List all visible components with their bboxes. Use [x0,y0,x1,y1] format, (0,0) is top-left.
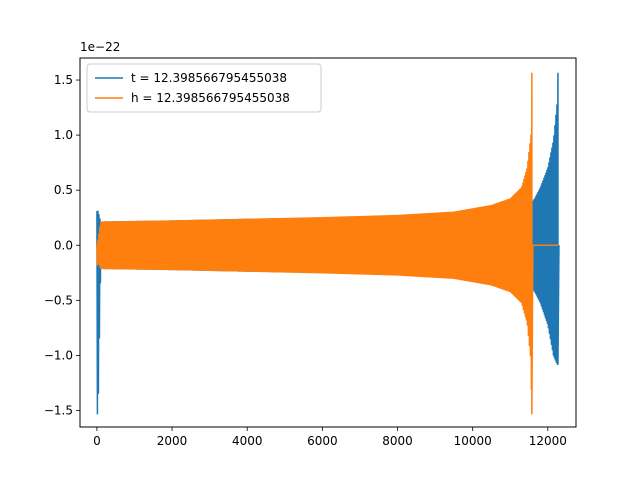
x-tick-label: 12000 [529,434,567,448]
y-offset-label: 1e−22 [80,40,120,54]
legend-label-h: h = 12.398566795455038 [131,91,290,105]
y-tick-label: 0.0 [54,238,73,252]
x-tick-label: 10000 [454,434,492,448]
y-tick-label: −1.5 [44,403,73,417]
y-tick-label: 0.5 [54,183,73,197]
axes-frame [79,57,577,428]
y-tick-label: −1.0 [44,348,73,362]
y-tick-label: −0.5 [44,293,73,307]
x-axis: 0 2000 4000 6000 8000 10000 12000 [93,427,567,448]
y-axis: −1.5 −1.0 −0.5 0.0 0.5 1.0 1.5 [44,73,80,417]
legend: t = 12.398566795455038 h = 12.3985667954… [86,63,322,113]
y-tick-label: 1.5 [54,73,73,87]
legend-box [86,63,322,113]
legend-label-t: t = 12.398566795455038 [131,71,287,85]
series-line-h [96,72,558,415]
x-tick-label: 6000 [307,434,338,448]
series-layer [96,72,560,415]
x-tick-label: 8000 [382,434,413,448]
x-tick-label: 2000 [157,434,188,448]
y-tick-label: 1.0 [54,128,73,142]
x-tick-label: 4000 [232,434,263,448]
x-tick-label: 0 [93,434,101,448]
plot-area [79,57,577,428]
